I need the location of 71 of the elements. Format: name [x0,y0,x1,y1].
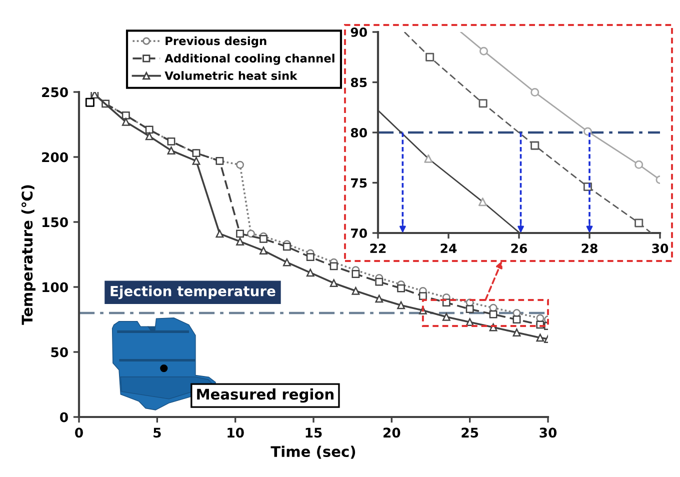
y-tick-label: 250 [42,87,68,98]
x-axis-title: Time (sec) [270,446,356,459]
point [512,328,521,336]
x-tick-label: 25 [462,428,478,438]
y-tick-label: 90 [350,27,367,37]
point [424,154,433,163]
y-tick-label: 150 [42,217,68,228]
y-tick-label: 200 [42,152,68,162]
y-tick-label: 70 [351,228,367,238]
x-tick-label: 24 [440,244,457,253]
point [352,270,360,278]
y-tick-label: 100 [42,282,68,292]
point [489,310,498,318]
point [122,118,130,126]
x-tick-label: 30 [540,428,557,438]
point [236,160,244,169]
point [583,127,592,136]
point [282,242,291,251]
point [282,258,291,266]
point [442,312,450,321]
point [192,156,200,165]
point [478,99,488,108]
point [426,52,434,62]
x-tick-label: 28 [582,244,598,254]
point [306,268,314,277]
point [397,301,406,310]
legend-label: Previous design [166,36,266,48]
point [145,132,154,140]
point [634,218,644,228]
x-tick-label: 0 [75,428,83,438]
point [512,316,521,324]
point [478,198,487,206]
point [85,98,94,107]
y-tick-label: 75 [351,178,367,188]
y-axis-title: Temperature (℃) [21,185,36,325]
point [375,278,384,286]
point [530,141,540,150]
point [479,46,488,56]
y-tick-label: 85 [350,78,367,88]
point [375,294,384,303]
point [260,246,268,255]
point [330,279,338,288]
y-tick-label: 50 [51,347,68,358]
point [634,160,644,169]
point [260,234,268,243]
point [236,230,244,238]
legend-label: Volumetric heat sink [164,71,298,80]
x-tick-label: 5 [154,428,161,438]
point [352,286,360,295]
legend-label: Additional cooling channel [164,54,334,65]
line-series [404,32,652,233]
point [330,262,338,270]
point [247,230,255,238]
point [536,334,544,342]
x-tick-label: 15 [306,428,322,438]
point [418,292,427,300]
x-tick-label: 30 [652,244,668,254]
ref-line-label: Ejection temperature [110,286,276,300]
x-tick-label: 10 [228,428,244,438]
point [167,146,176,154]
x-tick-label: 20 [384,428,400,438]
annotation: Measured region [197,388,334,403]
x-tick-label: 26 [511,244,528,254]
y-tick-label: 80 [350,128,367,138]
point [466,305,474,314]
x-tick-label: 22 [370,244,386,253]
point [397,284,406,292]
point [530,88,540,97]
point [306,253,314,262]
y-tick-label: 0 [60,412,68,422]
point [216,230,224,238]
